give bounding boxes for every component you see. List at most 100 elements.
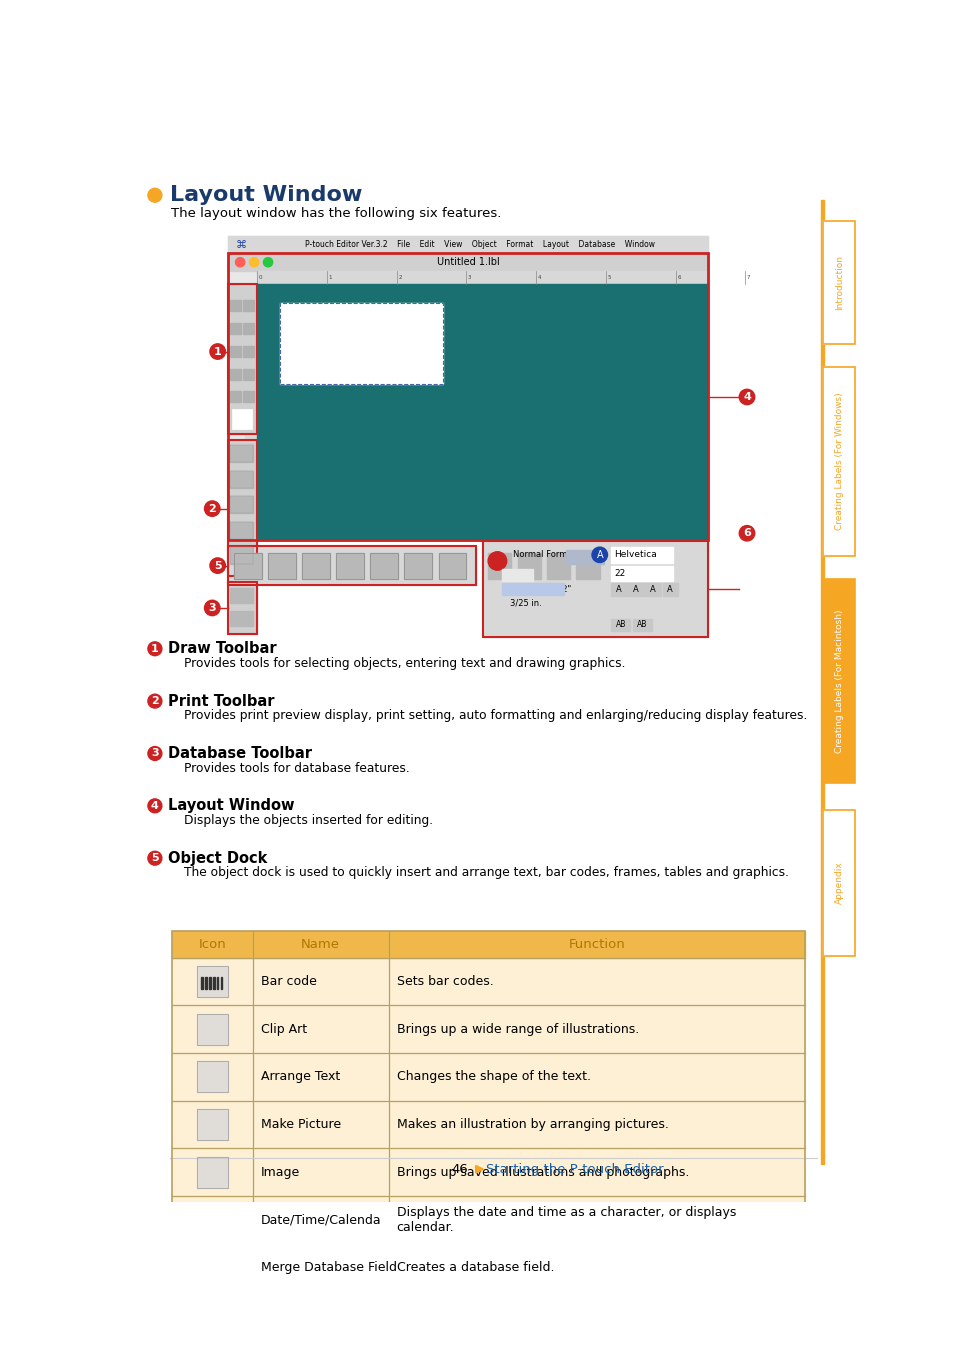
Bar: [228, 546, 476, 585]
Bar: [213, 977, 214, 989]
Text: 3: 3: [208, 603, 215, 613]
Bar: [228, 284, 257, 434]
Bar: [822, 578, 855, 782]
Bar: [243, 346, 253, 357]
Bar: [228, 284, 257, 434]
Bar: [253, 931, 389, 958]
Bar: [645, 582, 660, 596]
Bar: [483, 540, 707, 638]
Text: 46: 46: [452, 1163, 468, 1175]
Bar: [205, 977, 207, 989]
Circle shape: [210, 558, 225, 573]
Bar: [280, 303, 443, 384]
Bar: [243, 323, 253, 334]
Text: 5: 5: [151, 854, 158, 863]
Bar: [220, 977, 222, 989]
Text: 5: 5: [607, 276, 610, 280]
Text: Clip Art: Clip Art: [261, 1023, 307, 1036]
Bar: [501, 582, 563, 594]
Text: Changes the shape of the text.: Changes the shape of the text.: [396, 1070, 590, 1084]
Bar: [201, 977, 203, 989]
Text: 3: 3: [151, 748, 158, 758]
Polygon shape: [476, 1166, 483, 1173]
Text: Creating Labels (For Macintosh): Creating Labels (For Macintosh): [834, 609, 842, 753]
Bar: [253, 1196, 389, 1244]
Text: Date/Time/Calenda: Date/Time/Calenda: [261, 1213, 381, 1227]
Circle shape: [249, 258, 258, 267]
Bar: [822, 367, 855, 555]
Text: 2: 2: [208, 504, 216, 513]
Text: 3/25 in.: 3/25 in.: [509, 598, 541, 607]
Bar: [822, 578, 855, 782]
Text: 2: 2: [151, 696, 158, 707]
Bar: [661, 582, 678, 596]
Text: Normal Format: Normal Format: [513, 550, 575, 559]
Bar: [280, 303, 443, 384]
Bar: [611, 547, 673, 562]
Circle shape: [148, 188, 162, 203]
Text: 3.55: 3.55: [509, 570, 528, 580]
Text: Provides print preview display, print setting, auto formatting and enlarging/red: Provides print preview display, print se…: [184, 709, 807, 723]
Circle shape: [148, 851, 162, 865]
Bar: [483, 546, 707, 585]
Text: Function: Function: [568, 938, 624, 951]
Bar: [268, 553, 295, 578]
Bar: [228, 236, 707, 253]
Bar: [228, 253, 707, 540]
Bar: [233, 553, 261, 578]
Bar: [228, 440, 257, 577]
Bar: [302, 553, 330, 578]
Text: 1: 1: [151, 644, 158, 654]
Text: Helvetica: Helvetica: [614, 550, 657, 559]
Bar: [172, 1005, 253, 1052]
Text: AB: AB: [637, 620, 647, 630]
Bar: [196, 1109, 228, 1140]
Text: Database Toolbar: Database Toolbar: [168, 746, 312, 761]
Bar: [404, 553, 432, 578]
Bar: [822, 220, 855, 345]
Text: 4: 4: [151, 801, 158, 811]
Bar: [228, 582, 257, 634]
Text: 6: 6: [742, 528, 750, 538]
Bar: [230, 496, 253, 513]
Bar: [389, 931, 804, 958]
Bar: [228, 546, 476, 585]
Text: Merge Database Field: Merge Database Field: [261, 1262, 396, 1274]
Text: Displays the objects inserted for editing.: Displays the objects inserted for editin…: [184, 813, 433, 827]
Bar: [230, 346, 241, 357]
Bar: [253, 1148, 389, 1196]
Text: Bar code: Bar code: [261, 975, 316, 988]
Bar: [821, 200, 822, 1165]
Text: Α: Α: [650, 585, 656, 594]
Bar: [230, 446, 253, 462]
Bar: [233, 553, 261, 578]
Bar: [230, 323, 241, 334]
Bar: [389, 1101, 804, 1148]
Bar: [196, 1252, 228, 1283]
Bar: [389, 1005, 804, 1052]
Bar: [196, 966, 228, 997]
Circle shape: [263, 258, 273, 267]
Text: Makes an illustration by arranging pictures.: Makes an illustration by arranging pictu…: [396, 1119, 668, 1131]
Circle shape: [148, 642, 162, 655]
Text: 1: 1: [328, 276, 332, 280]
Bar: [230, 611, 253, 627]
Circle shape: [204, 501, 220, 516]
Text: 3: 3: [468, 276, 471, 280]
Bar: [230, 547, 253, 565]
Bar: [228, 236, 707, 540]
Text: Print Toolbar: Print Toolbar: [168, 693, 274, 709]
Bar: [196, 1062, 228, 1092]
Text: Provides tools for database features.: Provides tools for database features.: [184, 762, 410, 774]
Bar: [228, 253, 707, 272]
Text: The object dock is used to quickly insert and arrange text, bar codes, frames, t: The object dock is used to quickly inser…: [184, 866, 788, 880]
Text: Untitled 1.lbl: Untitled 1.lbl: [436, 257, 498, 267]
Bar: [302, 553, 330, 578]
Bar: [483, 540, 707, 638]
Text: Introduction: Introduction: [834, 255, 842, 309]
Bar: [389, 1244, 804, 1292]
Text: Icon: Icon: [198, 938, 226, 951]
Text: Displays the date and time as a character, or displays: Displays the date and time as a characte…: [396, 1206, 736, 1219]
Text: Creating Labels (For Windows): Creating Labels (For Windows): [834, 393, 842, 531]
Bar: [389, 1196, 804, 1244]
